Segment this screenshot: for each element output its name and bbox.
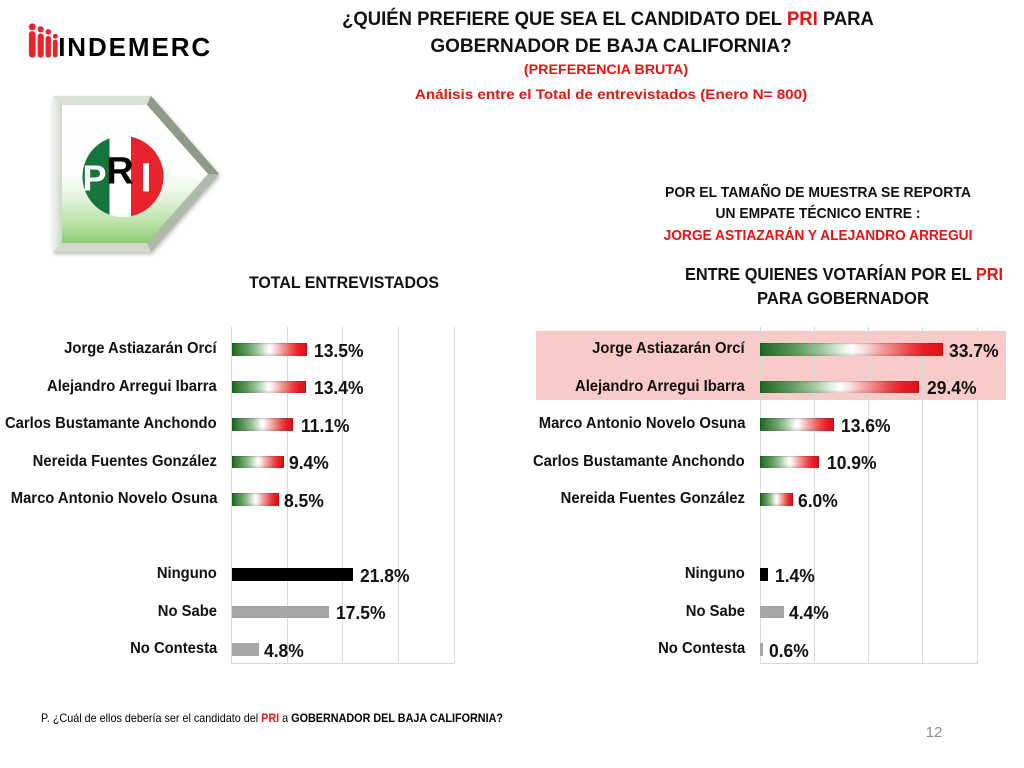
svg-text:R: R: [106, 151, 133, 193]
svg-text:P: P: [82, 158, 106, 199]
svg-text:I: I: [140, 155, 151, 201]
